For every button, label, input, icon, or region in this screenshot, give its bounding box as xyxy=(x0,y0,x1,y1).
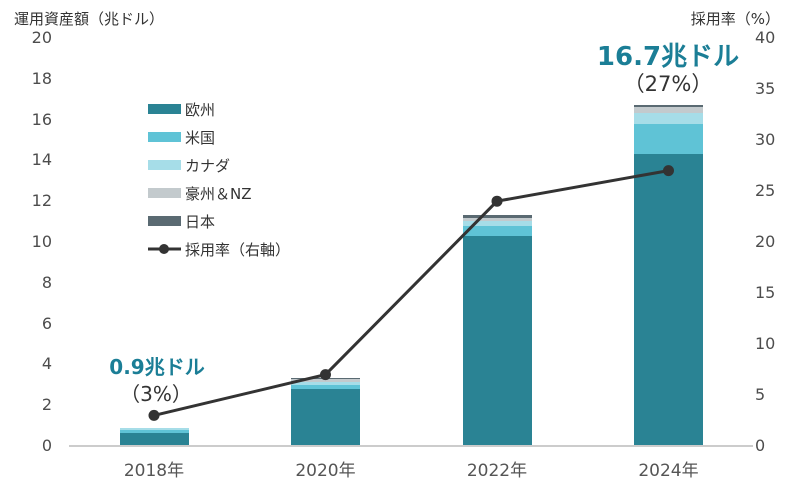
legend-swatch-icon xyxy=(148,188,181,198)
legend-item: 米国 xyxy=(148,123,290,151)
bar-segment-米国 xyxy=(119,429,189,433)
annotation-2024-percent: （27%） xyxy=(623,72,713,96)
annotation-2024-value: 16.7兆ドル xyxy=(596,42,740,72)
legend-line-icon xyxy=(148,244,181,254)
legend-item: カナダ xyxy=(148,151,290,179)
legend-swatch-icon xyxy=(148,104,181,114)
legend-item: 豪州＆NZ xyxy=(148,179,290,207)
left-axis-tick: 0 xyxy=(41,436,52,455)
legend-label: 日本 xyxy=(185,212,216,231)
bar-segment-米国 xyxy=(634,123,703,155)
left-axis-tick: 10 xyxy=(31,232,52,251)
bar-segment-日本 xyxy=(634,105,703,108)
x-axis-label: 2020年 xyxy=(295,461,356,481)
right-axis-tick: 15 xyxy=(755,283,776,302)
legend-item: 欧州 xyxy=(148,95,290,123)
left-axis-tick: 18 xyxy=(31,68,52,88)
legend-item: 日本 xyxy=(148,207,290,235)
legend-item-line: 採用率（右軸） xyxy=(148,235,290,263)
x-axis-label: 2024年 xyxy=(638,461,699,481)
left-axis-tick: 8 xyxy=(41,272,52,292)
bar-segment-欧州 xyxy=(291,388,360,446)
legend-swatch-icon xyxy=(148,160,181,170)
legend-label: 欧州 xyxy=(185,100,216,119)
bar-segment-カナダ xyxy=(462,220,532,226)
adoption-rate-point xyxy=(491,195,503,207)
left-axis-title: 運用資産額（兆ドル） xyxy=(14,10,165,28)
legend-label: 採用率（右軸） xyxy=(185,240,291,259)
bar-segment-米国 xyxy=(462,225,532,236)
bar-segment-カナダ xyxy=(291,381,360,385)
right-axis-title: 採用率（%） xyxy=(690,10,780,28)
legend-swatch-icon xyxy=(148,132,181,142)
left-axis-tick: 16 xyxy=(31,109,52,129)
right-axis-tick: 40 xyxy=(755,28,776,47)
right-axis-tick: 30 xyxy=(755,130,776,149)
bar-segment-日本 xyxy=(462,215,532,218)
left-axis-tick: 20 xyxy=(31,28,52,47)
bar-segment-カナダ xyxy=(119,427,189,430)
bar-segment-欧州 xyxy=(119,432,189,446)
bar-segment-欧州 xyxy=(634,154,703,446)
bar-segment-日本 xyxy=(291,377,360,379)
right-axis-tick: 25 xyxy=(755,181,776,200)
legend-label: 豪州＆NZ xyxy=(185,184,252,203)
bar-segment-豪州＆NZ xyxy=(291,378,360,382)
right-axis-tick: 5 xyxy=(755,385,766,404)
bar-segment-欧州 xyxy=(462,235,532,446)
left-axis-tick: 14 xyxy=(31,150,52,170)
adoption-rate-point xyxy=(148,409,160,421)
bar-segment-豪州＆NZ xyxy=(462,217,532,221)
right-axis-tick: 0 xyxy=(755,436,766,455)
legend-label: カナダ xyxy=(185,156,231,175)
annotation-2018-value: 0.9兆ドル xyxy=(109,355,205,379)
bar-segment-豪州＆NZ xyxy=(634,107,703,114)
legend-label: 米国 xyxy=(185,128,216,147)
legend-swatch-icon xyxy=(148,216,181,226)
bar-segment-カナダ xyxy=(634,113,703,124)
right-axis-tick: 35 xyxy=(755,79,776,98)
x-axis-label: 2022年 xyxy=(466,461,528,481)
left-axis-tick: 2 xyxy=(41,395,52,415)
x-axis-label: 2018年 xyxy=(123,461,185,481)
right-axis-tick: 10 xyxy=(755,334,776,353)
x-axis-line xyxy=(69,445,753,447)
annotation-2018-percent: （3%） xyxy=(120,382,192,406)
bar-segment-米国 xyxy=(291,384,360,389)
right-axis-tick: 20 xyxy=(755,232,776,251)
left-axis-tick: 6 xyxy=(41,313,52,333)
left-axis-tick: 4 xyxy=(41,354,52,374)
left-axis-tick: 12 xyxy=(31,191,52,211)
legend: 欧州米国カナダ豪州＆NZ 日本採用率（右軸） xyxy=(148,95,290,263)
